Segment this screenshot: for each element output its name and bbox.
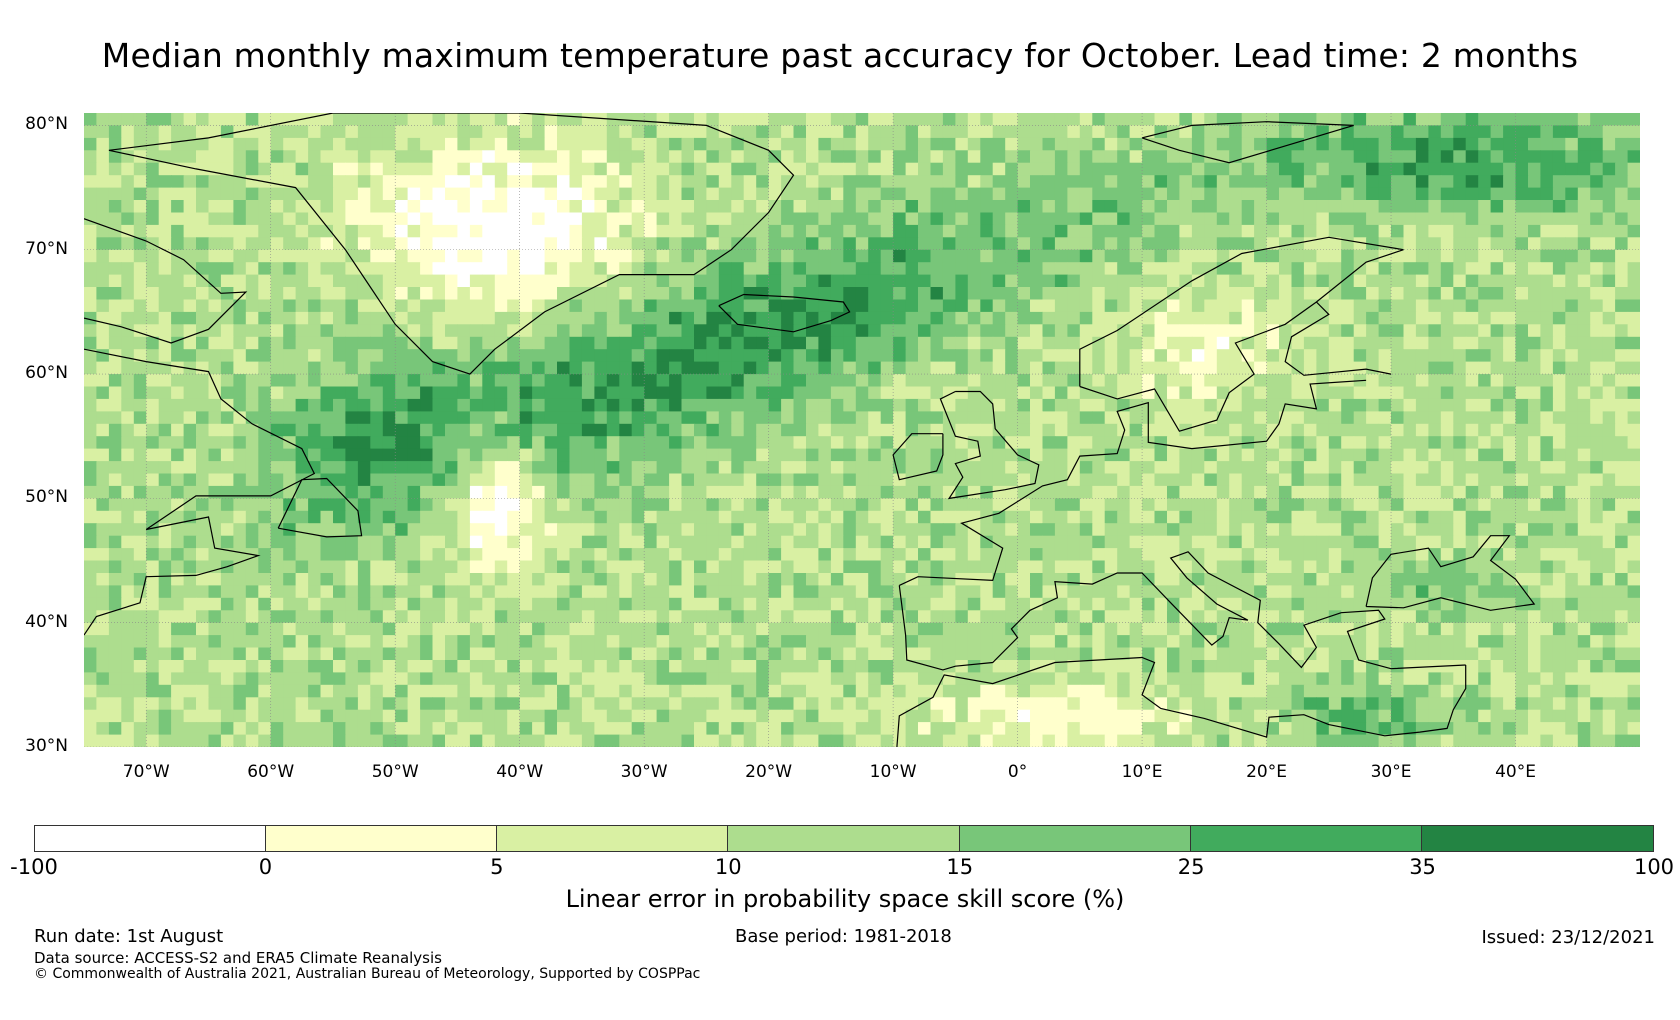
colorbar-segment [497,826,729,851]
longitude-label: 0° [1007,762,1028,782]
colorbar-segment [728,826,960,851]
colorbar-segment [266,826,498,851]
latitude-label: 70°N [25,238,68,259]
coastline [896,656,1467,747]
colorbar-tick-label: 100 [1633,855,1675,879]
skill-grid [84,113,1640,747]
colorbar-segment [1190,826,1422,851]
base-period: Base period: 1981-2018 [735,926,952,947]
latitude-label: 30°N [25,736,68,756]
colorbar-tick-label: 15 [946,855,974,879]
map-canvas [84,113,1640,747]
coastline [84,348,316,636]
latitude-label: 50°N [25,487,68,508]
longitude-label: 40°W [496,762,544,782]
colorbar-tick-label: 35 [1409,855,1436,879]
coastline [1284,301,1392,376]
data-source: Data source: ACCESS-S2 and ERA5 Climate … [34,949,442,967]
graticule [84,113,1640,747]
coastline [108,113,795,375]
longitude-label: 30°E [1370,762,1412,782]
colorbar [34,825,1654,852]
coastline [84,218,248,344]
colorbar-label: Linear error in probability space skill … [565,885,1125,913]
coastlines [84,113,1536,747]
colorbar-segment [35,826,267,851]
longitude-label: 20°W [745,762,793,782]
copyright: © Commonwealth of Australia 2021, Austra… [34,966,701,982]
coastline [1079,236,1404,432]
latitude-label: 80°N [25,114,68,135]
longitude-label: 10°W [869,762,917,782]
latitude-label: 40°N [25,611,68,632]
issued-date: Issued: 23/12/2021 [1481,927,1655,948]
latitude-label: 60°N [25,363,68,384]
coastline [718,293,851,333]
longitude-label: 20°E [1246,762,1287,782]
longitude-label: 40°E [1495,762,1536,782]
longitude-label: 10°E [1121,762,1163,782]
colorbar-segment [959,826,1191,851]
coastline [1141,121,1354,164]
longitude-label: 30°W [620,762,668,782]
colorbar-tick-label: 10 [714,855,742,879]
skill-score-map [84,113,1640,747]
map-title: Median monthly maximum temperature past … [101,36,1579,75]
run-date: Run date: 1st August [34,926,224,947]
longitude-label: 50°W [371,762,419,782]
colorbar-tick-label: 5 [490,855,504,879]
coastline [892,433,944,481]
colorbar-tick-label: 0 [258,855,273,879]
coastline [1365,535,1536,611]
colorbar-tick-label: 25 [1177,855,1205,879]
colorbar-segment [1421,826,1653,851]
coastline [939,390,1040,500]
coastline [899,379,1367,586]
longitude-label: 70°W [122,762,170,782]
colorbar-tick-label: -100 [10,855,58,879]
coastline [898,551,1466,671]
longitude-label: 60°W [247,762,295,782]
